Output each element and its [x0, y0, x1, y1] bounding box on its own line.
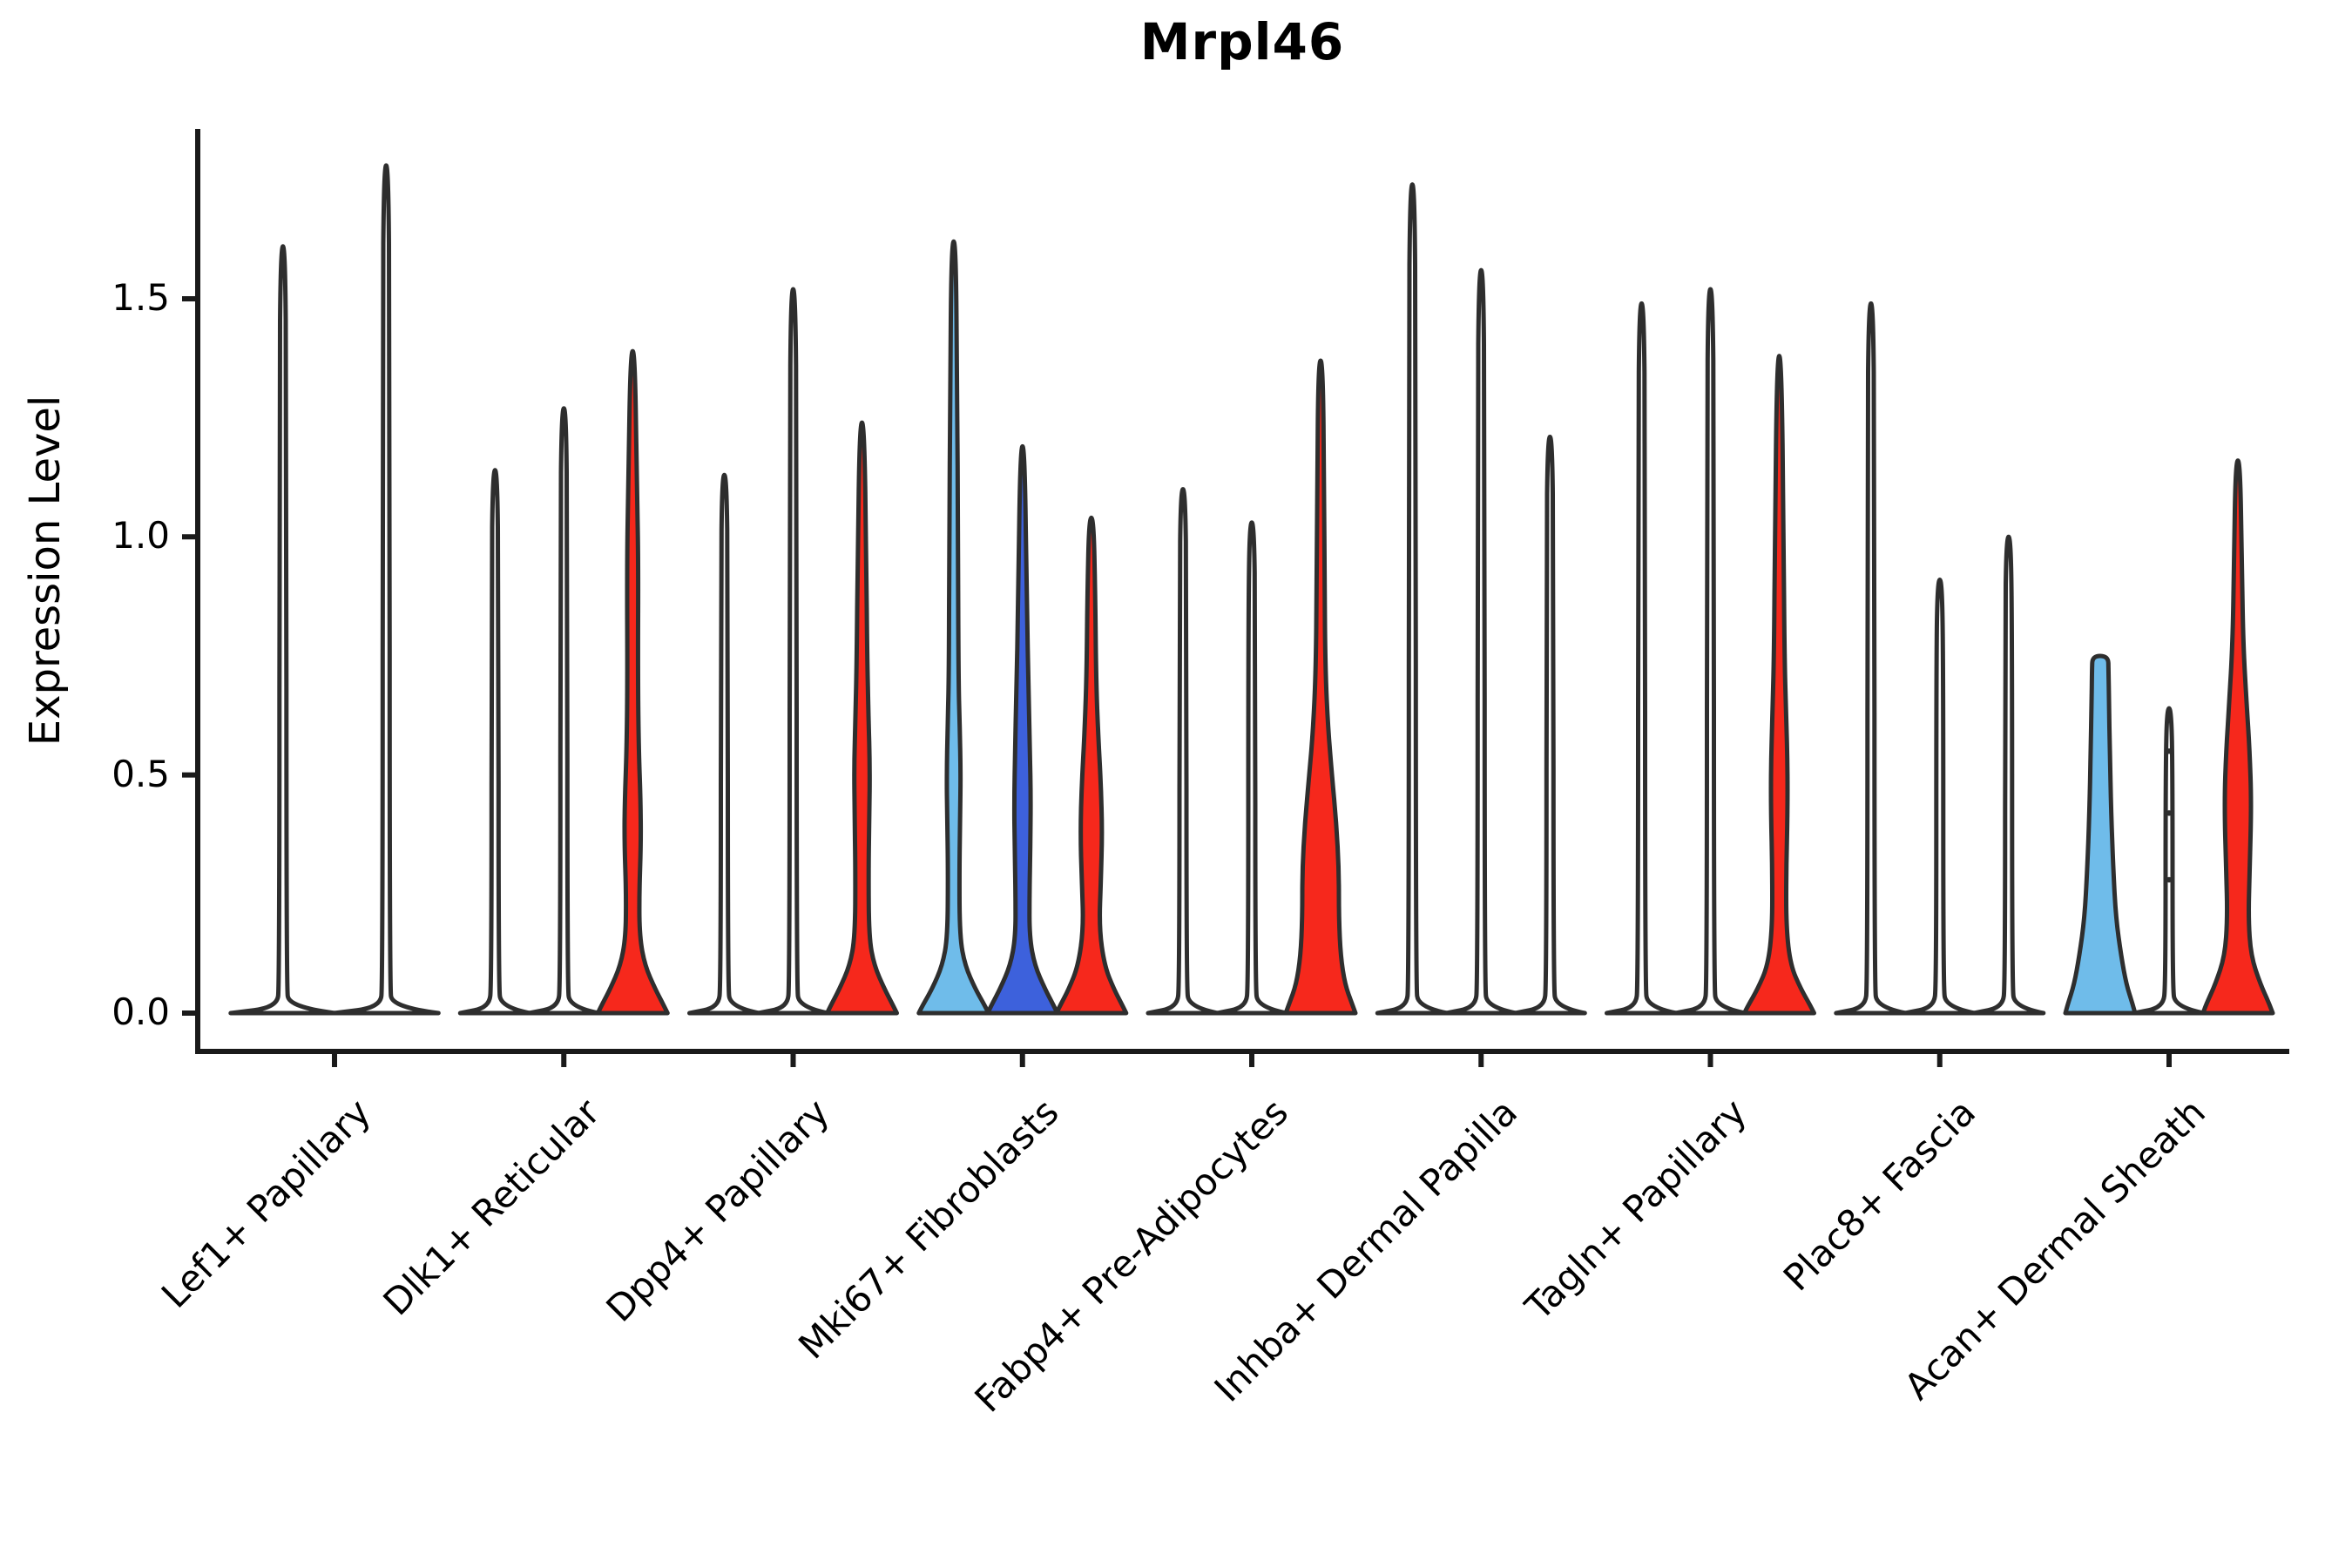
y-tick-label: 1.0	[112, 514, 170, 558]
violin-tagln-papillary-1	[1605, 301, 1679, 1016]
violin-inhba-dermal-papilla-1	[1375, 182, 1450, 1016]
violin-dpp4-papillary-1	[687, 472, 761, 1016]
violin-acan-dermal-sheath-1	[2063, 653, 2138, 1016]
y-axis-label: Expression Level	[21, 395, 70, 747]
y-tick-label: 1.5	[112, 275, 170, 319]
violin-mki67-fibroblasts-3	[1054, 515, 1129, 1016]
violin-dpp4-papillary-2	[756, 287, 830, 1016]
violin-acan-dermal-sheath-3	[2200, 458, 2275, 1016]
violin-inhba-dermal-papilla-2	[1443, 267, 1518, 1016]
plot-title: Mrpl46	[1139, 12, 1345, 71]
violin-fabp4-pre-adipocytes-1	[1146, 487, 1220, 1016]
violin-plac8-fascia-2	[1903, 578, 1977, 1016]
y-tick-label: 0.0	[112, 990, 170, 1033]
violin-tagln-papillary-2	[1673, 287, 1747, 1016]
violin-plac8-fascia-1	[1834, 301, 1909, 1016]
violin-dpp4-papillary-3	[825, 420, 899, 1016]
violin-tagln-papillary-3	[1742, 354, 1816, 1016]
violin-fabp4-pre-adipocytes-2	[1214, 520, 1289, 1016]
violin-mki67-fibroblasts-2	[985, 443, 1060, 1016]
violin-inhba-dermal-papilla-3	[1512, 435, 1587, 1016]
y-tick-label: 0.5	[112, 752, 170, 795]
violin-dlk1-reticular-2	[526, 406, 601, 1016]
violin-lef1-papillary-1	[228, 244, 338, 1016]
violin-lef1-papillary-2	[331, 163, 441, 1016]
data-point	[2166, 876, 2173, 883]
violin-acan-dermal-sheath-2	[2132, 706, 2207, 1016]
violin-plac8-fascia-3	[1971, 534, 2046, 1016]
violin-fabp4-pre-adipocytes-3	[1283, 358, 1358, 1016]
data-point	[2166, 810, 2173, 816]
violin-dlk1-reticular-3	[595, 348, 670, 1016]
violin-dlk1-reticular-1	[457, 468, 532, 1016]
violin-mki67-fibroblasts-1	[916, 239, 991, 1016]
data-point	[2166, 748, 2173, 754]
